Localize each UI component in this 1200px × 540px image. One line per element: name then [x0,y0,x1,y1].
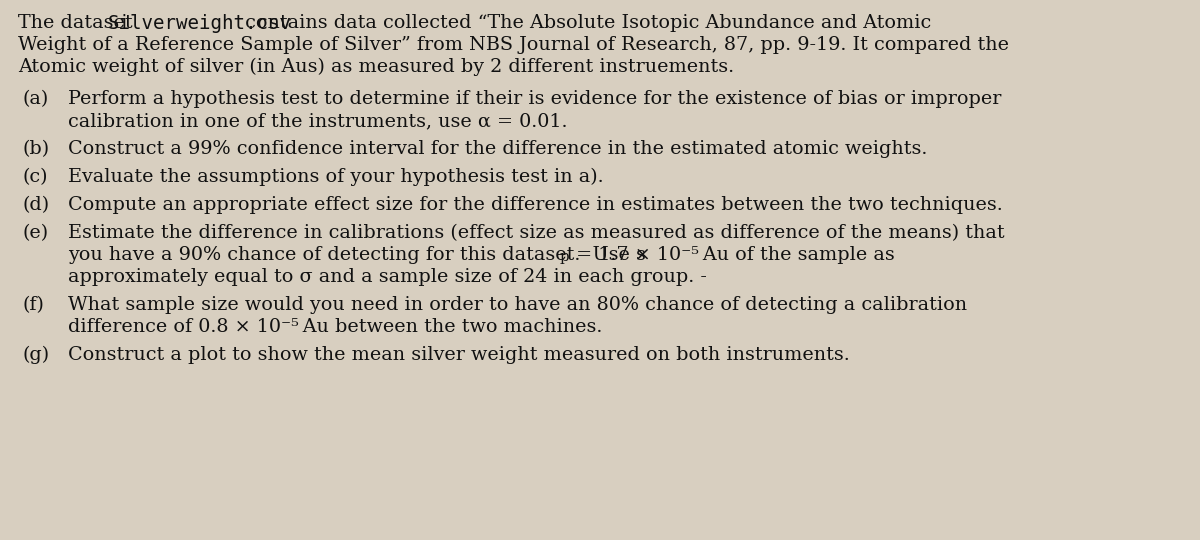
Text: approximately equal to σ and a sample size of 24 in each group. -: approximately equal to σ and a sample si… [68,268,707,286]
Text: (a): (a) [22,90,48,108]
Text: = 1.7 × 10⁻⁵ Au of the sample as: = 1.7 × 10⁻⁵ Au of the sample as [570,246,895,264]
Text: (f): (f) [22,296,44,314]
Text: The dataset: The dataset [18,14,139,32]
Text: Perform a hypothesis test to determine if their is evidence for the existence of: Perform a hypothesis test to determine i… [68,90,1001,108]
Text: Atomic weight of silver (in Aus) as measured by 2 different instruements.: Atomic weight of silver (in Aus) as meas… [18,58,734,76]
Text: Estimate the difference in calibrations (effect size as measured as difference o: Estimate the difference in calibrations … [68,224,1004,242]
Text: calibration in one of the instruments, use α = 0.01.: calibration in one of the instruments, u… [68,112,568,130]
Text: p: p [560,250,570,264]
Text: difference of 0.8 × 10⁻⁵ Au between the two machines.: difference of 0.8 × 10⁻⁵ Au between the … [68,318,602,336]
Text: (e): (e) [22,224,48,242]
Text: (g): (g) [22,346,49,364]
Text: (c): (c) [22,168,48,186]
Text: contains data collected “The Absolute Isotopic Abundance and Atomic: contains data collected “The Absolute Is… [239,14,931,32]
Text: Compute an appropriate effect size for the difference in estimates between the t: Compute an appropriate effect size for t… [68,196,1003,214]
Text: What sample size would you need in order to have an 80% chance of detecting a ca: What sample size would you need in order… [68,296,967,314]
Text: (b): (b) [22,140,49,158]
Text: Construct a plot to show the mean silver weight measured on both instruments.: Construct a plot to show the mean silver… [68,346,850,364]
Text: Silverweight.csv: Silverweight.csv [108,14,292,33]
Text: Construct a 99% confidence interval for the difference in the estimated atomic w: Construct a 99% confidence interval for … [68,140,928,158]
Text: Weight of a Reference Sample of Silver” from NBS Journal of Research, 87, pp. 9-: Weight of a Reference Sample of Silver” … [18,36,1009,54]
Text: you have a 90% chance of detecting for this dataset.  Use s: you have a 90% chance of detecting for t… [68,246,646,264]
Text: (d): (d) [22,196,49,214]
Text: Evaluate the assumptions of your hypothesis test in a).: Evaluate the assumptions of your hypothe… [68,168,604,186]
